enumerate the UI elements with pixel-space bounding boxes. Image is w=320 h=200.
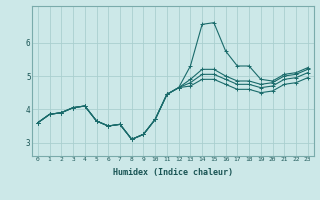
X-axis label: Humidex (Indice chaleur): Humidex (Indice chaleur)	[113, 168, 233, 177]
